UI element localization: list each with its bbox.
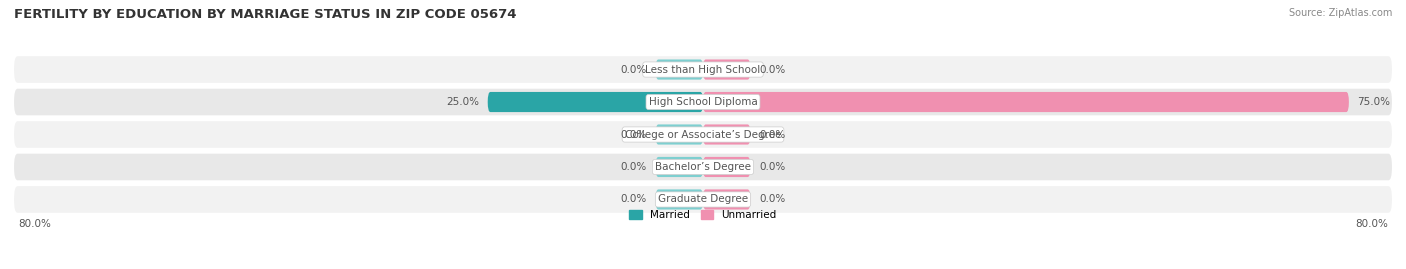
Text: 0.0%: 0.0% — [621, 162, 647, 172]
Text: 0.0%: 0.0% — [621, 129, 647, 140]
FancyBboxPatch shape — [488, 92, 703, 112]
FancyBboxPatch shape — [655, 125, 703, 144]
FancyBboxPatch shape — [703, 157, 751, 177]
Text: High School Diploma: High School Diploma — [648, 97, 758, 107]
FancyBboxPatch shape — [703, 189, 751, 210]
Text: 80.0%: 80.0% — [1355, 219, 1388, 229]
Text: FERTILITY BY EDUCATION BY MARRIAGE STATUS IN ZIP CODE 05674: FERTILITY BY EDUCATION BY MARRIAGE STATU… — [14, 8, 516, 21]
FancyBboxPatch shape — [14, 56, 1392, 83]
Text: 0.0%: 0.0% — [759, 129, 785, 140]
FancyBboxPatch shape — [703, 92, 1348, 112]
FancyBboxPatch shape — [14, 121, 1392, 148]
Text: 75.0%: 75.0% — [1358, 97, 1391, 107]
Text: College or Associate’s Degree: College or Associate’s Degree — [624, 129, 782, 140]
Text: 25.0%: 25.0% — [446, 97, 479, 107]
Text: Graduate Degree: Graduate Degree — [658, 194, 748, 204]
Text: 0.0%: 0.0% — [759, 162, 785, 172]
Text: 0.0%: 0.0% — [621, 65, 647, 75]
FancyBboxPatch shape — [703, 125, 751, 144]
FancyBboxPatch shape — [14, 89, 1392, 115]
FancyBboxPatch shape — [703, 59, 751, 80]
Text: 80.0%: 80.0% — [18, 219, 51, 229]
Text: 0.0%: 0.0% — [759, 194, 785, 204]
Legend: Married, Unmarried: Married, Unmarried — [626, 206, 780, 224]
FancyBboxPatch shape — [655, 59, 703, 80]
Text: Source: ZipAtlas.com: Source: ZipAtlas.com — [1288, 8, 1392, 18]
Text: Bachelor’s Degree: Bachelor’s Degree — [655, 162, 751, 172]
FancyBboxPatch shape — [14, 154, 1392, 180]
Text: 0.0%: 0.0% — [621, 194, 647, 204]
FancyBboxPatch shape — [14, 186, 1392, 213]
Text: 0.0%: 0.0% — [759, 65, 785, 75]
Text: Less than High School: Less than High School — [645, 65, 761, 75]
FancyBboxPatch shape — [655, 189, 703, 210]
FancyBboxPatch shape — [655, 157, 703, 177]
